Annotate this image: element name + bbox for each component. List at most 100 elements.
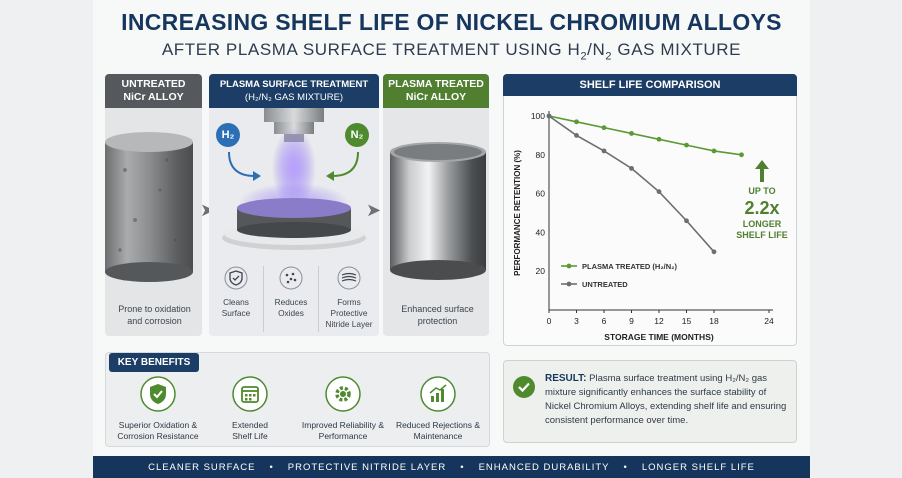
- step-forms: Forms Protective Nitride Layer: [319, 266, 379, 332]
- page-subtitle: AFTER PLASMA SURFACE TREATMENT USING H2/…: [93, 40, 810, 62]
- y-tick-label: 60: [536, 189, 546, 199]
- subtitle-sub-1: 2: [580, 50, 588, 63]
- n2-flow-arrow-icon: [326, 151, 359, 181]
- subtitle-mid: /N: [587, 40, 606, 59]
- n2-badge: N₂: [345, 123, 369, 147]
- up-arrow-icon: [755, 160, 769, 182]
- data-point-1-0: [546, 113, 552, 119]
- legend-label-0: PLASMA TREATED (H₂/N₂): [582, 262, 677, 271]
- data-point-0-1: [574, 119, 579, 125]
- treated-header-line2: NiCr ALLOY: [405, 91, 467, 103]
- footer-bullet: •: [460, 461, 465, 473]
- bar-chart-icon: [420, 376, 456, 412]
- gear-icon: [325, 376, 361, 412]
- footer-item-1: CLEANER SURFACE: [148, 461, 256, 473]
- treated-header-line1: PLASMA TREATED: [388, 78, 484, 90]
- y-tick-label: 20: [536, 266, 546, 276]
- data-point-1-4: [656, 189, 662, 195]
- benefits-title: KEY BENEFITS: [109, 353, 199, 372]
- benefit-1-label: Superior Oxidation & Corrosion Resistanc…: [117, 420, 199, 441]
- shelf-life-chart: 20 40 60 80 100 0 3 6 9 12 15 18 24 STORAGE TIME (MON…: [513, 111, 774, 342]
- step-forms-label: Forms Protective Nitride Layer: [325, 297, 373, 329]
- result-panel: [503, 360, 797, 443]
- arrow-right-icon: ➤: [366, 200, 382, 220]
- x-tick-label: 24: [764, 316, 774, 326]
- footer-bullet: •: [623, 461, 628, 473]
- plasma-chamber-image: [222, 108, 366, 250]
- series-line-1: [548, 115, 715, 253]
- plasma-header-line1: PLASMA SURFACE TREATMENT: [219, 79, 369, 90]
- x-tick-label: 18: [709, 316, 719, 326]
- data-point-0-3: [629, 131, 634, 136]
- untreated-header-line2: NiCr ALLOY: [123, 91, 184, 103]
- plasma-steps: Cleans Surface Reduces Oxides Forms Prot…: [209, 266, 379, 332]
- data-point-0-6: [711, 148, 717, 154]
- subtitle-sub-2: 2: [605, 50, 613, 63]
- result-text: Plasma surface treatment using H₂/N₂ gas…: [545, 373, 787, 426]
- legend-marker-1: [566, 281, 572, 287]
- data-point-1-1: [574, 133, 579, 138]
- data-point-1-6: [711, 249, 717, 255]
- chart-header: SHELF LIFE COMPARISON: [503, 74, 797, 96]
- plasma-header-line2: (H₂/N₂ GAS MIXTURE): [244, 92, 344, 103]
- untreated-header: UNTREATED NiCr ALLOY: [105, 74, 202, 108]
- annotation-value: 2.2x: [744, 198, 780, 218]
- y-tick-label: 40: [536, 227, 546, 237]
- data-point-0-7: [739, 152, 744, 158]
- x-tick-label: 6: [602, 316, 607, 326]
- footer-item-3: ENHANCED DURABILITY: [478, 461, 610, 473]
- n2-label: N₂: [350, 129, 364, 141]
- layers-icon: [337, 266, 361, 290]
- subtitle-suffix: GAS MIXTURE: [612, 40, 742, 59]
- treated-header: PLASMA TREATED NiCr ALLOY: [383, 74, 489, 108]
- x-tick-label: 12: [654, 316, 664, 326]
- footer-bullet: •: [269, 461, 274, 473]
- dots-icon: [279, 266, 303, 290]
- y-tick-label: 100: [531, 111, 545, 121]
- benefit-3-label: Improved Reliability & Performance: [301, 420, 385, 441]
- x-tick-label: 0: [547, 316, 552, 326]
- step-cleans-label: Cleans Surface: [221, 297, 251, 318]
- h2-label: H₂: [221, 129, 235, 141]
- x-tick-label: 3: [574, 316, 579, 326]
- data-point-0-2: [601, 125, 607, 131]
- plasma-header: PLASMA SURFACE TREATMENT (H₂/N₂ GAS MIXT…: [209, 74, 379, 108]
- untreated-caption: Prone to oxidation and corrosion: [118, 304, 191, 326]
- shield-check-icon: [224, 266, 248, 290]
- legend-marker-0: [566, 263, 572, 269]
- benefit-4-label: Reduced Rejections & Maintenance: [395, 420, 481, 441]
- data-point-1-3: [629, 165, 634, 171]
- h2-flow-arrow-icon: [228, 151, 261, 181]
- footer-bar: CLEANER SURFACE • PROTECTIVE NITRIDE LAYE…: [93, 456, 810, 478]
- footer-item-4: LONGER SHELF LIFE: [641, 461, 755, 473]
- y-axis-title: PERFORMANCE RETENTION (%): [513, 150, 522, 276]
- page-title: INCREASING SHELF LIFE OF NICKEL CHROMIUM…: [121, 9, 782, 35]
- chart-annotation: UP TO 2.2x LONGER SHELF LIFE: [735, 186, 789, 241]
- chart-panel: [503, 74, 797, 346]
- calendar-icon: [232, 376, 268, 412]
- shield-check-icon: [140, 376, 176, 412]
- subtitle-prefix: AFTER PLASMA SURFACE TREATMENT USING H: [161, 40, 581, 59]
- step-reduces: Reduces Oxides: [264, 266, 319, 332]
- series-line-0: [548, 115, 742, 156]
- annotation-line2: LONGER: [742, 219, 782, 229]
- y-tick-label: 80: [536, 150, 546, 160]
- check-circle-icon: [513, 376, 535, 398]
- data-point-0-4: [656, 136, 662, 142]
- treated-cylinder-image: [390, 142, 486, 280]
- data-point-1-2: [601, 148, 607, 154]
- annotation-line1: UP TO: [748, 186, 776, 196]
- benefit-2-label: Extended Shelf Life: [232, 420, 268, 441]
- treated-caption: Enhanced surface protection: [401, 304, 474, 326]
- x-axis-title: STORAGE TIME (MONTHS): [604, 332, 714, 342]
- step-reduces-label: Reduces Oxides: [274, 297, 308, 318]
- step-cleans: Cleans Surface: [209, 266, 264, 332]
- data-point-0-5: [684, 142, 689, 148]
- h2-badge: H₂: [216, 123, 240, 147]
- x-tick-label: 15: [682, 316, 692, 326]
- untreated-cylinder-image: [105, 132, 193, 282]
- annotation-line3: SHELF LIFE: [736, 230, 788, 240]
- result-text-block: RESULT: Plasma surface treatment using H…: [545, 372, 790, 428]
- data-point-1-5: [684, 218, 689, 224]
- untreated-header-line1: UNTREATED: [121, 78, 186, 90]
